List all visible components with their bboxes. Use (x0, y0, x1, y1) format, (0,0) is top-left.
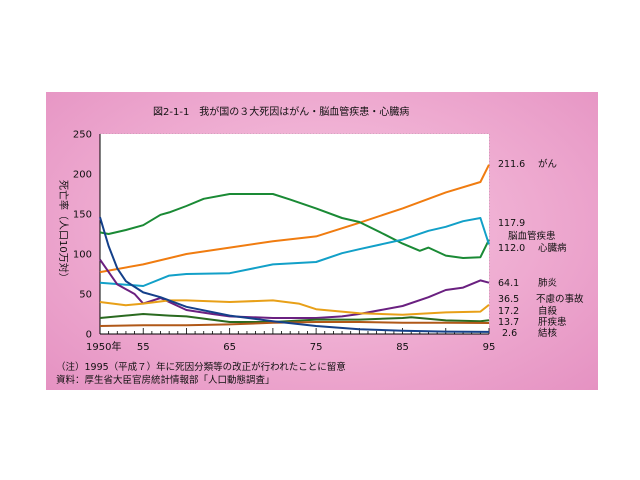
series-name-label: 自殺 (538, 305, 558, 317)
series-name-label: がん (538, 158, 557, 170)
death-rate-chart: 図2-1-1 我が国の３大死因はがん・脳血管疾患・心臓病 死亡率（人口10万対）… (56, 105, 584, 386)
series-value-label: 2.6 (502, 328, 517, 339)
x-tick-label: 75 (310, 342, 323, 353)
series-value-label: 112.0 (498, 243, 525, 254)
series-line-肺炎 (99, 259, 490, 319)
series-line-肝疾患 (99, 321, 490, 327)
x-ticks: 1950年 55 65 75 85 95 (86, 340, 495, 353)
series-line-自殺 (99, 313, 490, 323)
x-tick-label: 85 (396, 342, 409, 353)
series-value-label: 13.7 (498, 317, 519, 328)
series-name-label: 結核 (538, 327, 558, 339)
series-line-心臓病 (99, 217, 490, 287)
y-tick-label: 200 (73, 170, 92, 181)
source-text: 資料：厚生省大臣官房統計情報部「人口動態調査」 (56, 374, 275, 386)
y-ticks: 0 50 100 150 200 250 (73, 130, 92, 341)
series-value-label: 36.5 (498, 294, 519, 305)
x-tick-label: 95 (483, 342, 496, 353)
series-value-label: 211.6 (498, 159, 525, 170)
x-tick-label: 65 (223, 342, 236, 353)
series-lines (99, 164, 490, 333)
series-value-label: 117.9 (498, 218, 525, 229)
note-text: （注）1995（平成７）年に死因分類等の改正が行われたことに留意 (56, 361, 346, 373)
y-tick-label: 150 (73, 210, 92, 221)
series-name-label: 脳血管疾患 (508, 230, 556, 242)
x-tick-label: 1950年 (86, 340, 121, 353)
series-name-label: 心臓病 (538, 242, 567, 254)
series-line-がん (99, 164, 490, 274)
series-name-label: 肺炎 (538, 278, 558, 289)
series-value-label: 17.2 (498, 306, 519, 317)
series-line-不慮の事故 (99, 299, 490, 316)
y-tick-label: 0 (86, 330, 92, 341)
series-name-label: 肝疾患 (538, 316, 567, 328)
chart-title: 図2-1-1 我が国の３大死因はがん・脳血管疾患・心臓病 (153, 105, 409, 118)
y-axis-title: 死亡率（人口10万対） (57, 180, 70, 283)
series-value-label: 64.1 (498, 278, 519, 289)
series-line-結核 (99, 216, 490, 333)
y-tick-label: 50 (79, 290, 92, 301)
y-tick-label: 250 (73, 130, 92, 141)
series-line-脳血管疾患 (99, 193, 490, 259)
y-axis-label: 死亡率（人口10万対） (57, 180, 70, 283)
chart-panel: 図2-1-1 我が国の３大死因はがん・脳血管疾患・心臓病 死亡率（人口10万対）… (46, 92, 598, 390)
x-tick-label: 55 (137, 342, 150, 353)
y-tick-label: 100 (73, 250, 92, 261)
series-name-label: 不慮の事故 (536, 293, 584, 305)
